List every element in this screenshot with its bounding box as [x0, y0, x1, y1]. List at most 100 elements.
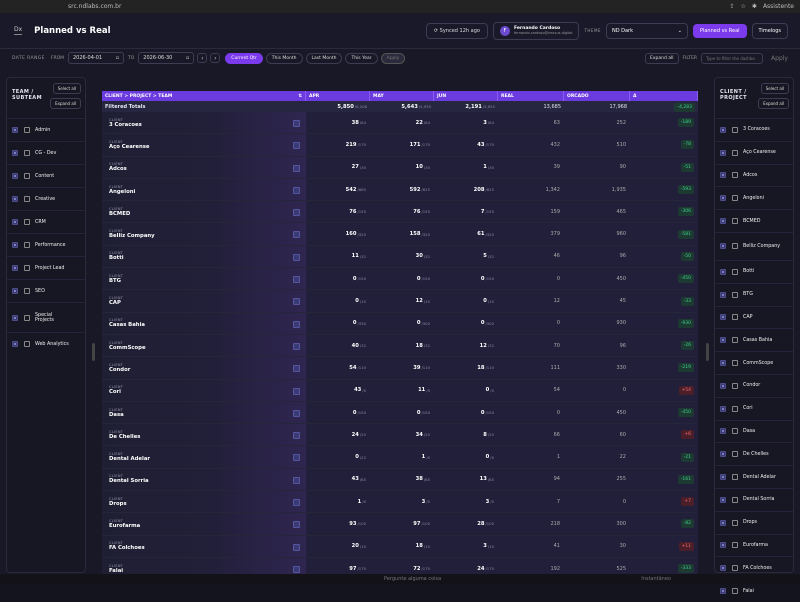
team-select-all[interactable]: Select all	[52, 83, 81, 94]
checkbox[interactable]	[24, 242, 30, 248]
checkbox[interactable]	[732, 337, 738, 344]
tree-toggle-icon[interactable]	[12, 288, 18, 294]
checkbox[interactable]	[732, 218, 738, 225]
client-cell[interactable]: CLIENT BTG	[102, 268, 306, 290]
row-checkbox[interactable]	[293, 276, 300, 284]
client-cell[interactable]: CLIENT CommScope	[102, 334, 306, 357]
tree-toggle-icon[interactable]	[720, 126, 726, 133]
tree-toggle-icon[interactable]	[720, 542, 726, 549]
tree-toggle-icon[interactable]	[720, 360, 726, 367]
checkbox[interactable]	[732, 268, 738, 275]
tree-toggle-icon[interactable]	[12, 219, 18, 225]
table-row[interactable]: CLIENT BTG 0/150 0/150 0/150 0 450 -450	[102, 268, 698, 291]
checkbox[interactable]	[732, 291, 738, 298]
client-cell[interactable]: CLIENT Falai	[102, 557, 306, 580]
row-checkbox[interactable]	[293, 298, 300, 306]
table-row[interactable]: CLIENT Botti 11/32 30/32 5/32 46 96 -50	[102, 245, 698, 269]
client-item[interactable]: Dental Sorria	[715, 487, 793, 511]
team-item[interactable]: Performance	[7, 233, 85, 256]
table-row[interactable]: CLIENT CommScope 40/32 18/32 12/32 70 96 -26	[102, 334, 698, 358]
table-row[interactable]: CLIENT CAP 0/15 12/15 0/15 12 45 -33	[102, 290, 698, 313]
table-row[interactable]: CLIENT FA Colchoes 20/10 18/10 3/10 41 30 +11	[102, 535, 698, 558]
checkbox[interactable]	[732, 382, 738, 389]
client-cell[interactable]: CLIENT Adcos	[102, 156, 306, 178]
tree-toggle-icon[interactable]	[720, 337, 726, 344]
checkbox[interactable]	[732, 428, 738, 435]
table-row[interactable]: CLIENT Adcos 27/30 10/30 1/30 39 90 -51	[102, 156, 698, 179]
tree-toggle-icon[interactable]	[720, 195, 726, 202]
tree-toggle-icon[interactable]	[720, 565, 726, 572]
client-item[interactable]: CAP	[715, 305, 793, 329]
tree-toggle-icon[interactable]	[720, 149, 726, 156]
ask-input[interactable]: Pergunte alguma coisa	[384, 576, 442, 582]
checkbox[interactable]	[732, 243, 738, 250]
client-item[interactable]: Belliz Company	[715, 231, 793, 260]
client-expand-all[interactable]: Expand all	[758, 98, 789, 109]
theme-select[interactable]: ND Dark ⌄	[605, 22, 688, 39]
team-item[interactable]: Creative	[7, 187, 85, 210]
row-checkbox[interactable]	[293, 387, 300, 395]
header-jun[interactable]: JUN	[434, 91, 498, 101]
user-card[interactable]: F Fernando Cardoso fernando.cardoso@nexx…	[492, 21, 580, 40]
checkbox[interactable]	[24, 196, 30, 202]
row-checkbox[interactable]	[293, 409, 300, 417]
planned-vs-real-button[interactable]: Planned vs Real	[692, 23, 747, 38]
client-cell[interactable]: CLIENT De Chelles	[102, 424, 306, 446]
tree-toggle-icon[interactable]	[12, 173, 18, 179]
checkbox[interactable]	[24, 173, 30, 179]
table-row[interactable]: CLIENT Drops 1/0 3/0 3/0 7 0 +7	[102, 491, 698, 514]
tree-toggle-icon[interactable]	[12, 150, 18, 156]
table-row[interactable]: CLIENT Angeloni 542/685 592/625 208/625 1,342…	[102, 178, 698, 202]
client-item[interactable]: De Chelles	[715, 442, 793, 465]
client-cell[interactable]: CLIENT Eurofarma	[102, 513, 306, 535]
tree-toggle-icon[interactable]	[720, 588, 726, 595]
right-resize-handle[interactable]	[706, 343, 709, 361]
client-item[interactable]: Condor	[715, 373, 793, 397]
client-cell[interactable]: CLIENT BCMED	[102, 201, 306, 223]
table-row[interactable]: CLIENT Belliz Company 160/320 158/320 61/320…	[102, 223, 698, 246]
row-checkbox[interactable]	[293, 499, 300, 507]
client-cell[interactable]: CLIENT Angeloni	[102, 178, 306, 201]
checkbox[interactable]	[24, 288, 30, 294]
checkbox[interactable]	[24, 150, 30, 156]
team-item[interactable]: Content	[7, 164, 85, 187]
tree-toggle-icon[interactable]	[12, 242, 18, 248]
row-checkbox[interactable]	[293, 253, 300, 261]
synced-badge[interactable]: ⟳ Synced 12h ago	[425, 22, 488, 39]
checkbox[interactable]	[24, 341, 30, 347]
apply-date-chip[interactable]: Apply	[380, 52, 406, 64]
checkbox[interactable]	[732, 451, 738, 458]
expand-all-button[interactable]: Expand all	[644, 52, 679, 64]
checkbox[interactable]	[732, 360, 738, 367]
row-checkbox[interactable]	[293, 476, 300, 484]
checkbox[interactable]	[732, 314, 738, 321]
client-cell[interactable]: CLIENT Dental Sorria	[102, 468, 306, 491]
checkbox[interactable]	[732, 405, 738, 412]
client-cell[interactable]: CLIENT Belliz Company	[102, 223, 306, 245]
client-cell[interactable]: CLIENT Botti	[102, 245, 306, 268]
tree-toggle-icon[interactable]	[720, 428, 726, 435]
client-cell[interactable]: CLIENT Drops	[102, 491, 306, 513]
team-expand-all[interactable]: Expand all	[50, 98, 81, 109]
client-cell[interactable]: CLIENT Dasa	[102, 401, 306, 424]
client-cell[interactable]: CLIENT Casas Bahia	[102, 312, 306, 334]
instant-label[interactable]: Instantâneo	[641, 576, 671, 582]
checkbox[interactable]	[732, 519, 738, 526]
preset-this-year[interactable]: This Year	[345, 52, 378, 64]
checkbox[interactable]	[24, 219, 30, 225]
checkbox[interactable]	[732, 195, 738, 202]
row-checkbox[interactable]	[293, 120, 300, 127]
client-item[interactable]: BCMED	[715, 209, 793, 232]
preset-last-month[interactable]: Last Month	[305, 52, 343, 64]
table-row[interactable]: CLIENT Cori 43/0 11/0 0/0 54 0 +54	[102, 379, 698, 402]
checkbox[interactable]	[732, 565, 738, 572]
client-item[interactable]: FA Colchoes	[715, 556, 793, 579]
timelogs-button[interactable]: Timelogs	[751, 22, 788, 39]
row-checkbox[interactable]	[293, 142, 300, 150]
client-item[interactable]: CommScope	[715, 351, 793, 374]
team-item[interactable]: SEO	[7, 279, 85, 302]
tree-toggle-icon[interactable]	[720, 218, 726, 225]
tree-toggle-icon[interactable]	[720, 268, 726, 275]
tree-toggle-icon[interactable]	[12, 341, 18, 347]
preset-this-month[interactable]: This Month	[265, 52, 303, 64]
